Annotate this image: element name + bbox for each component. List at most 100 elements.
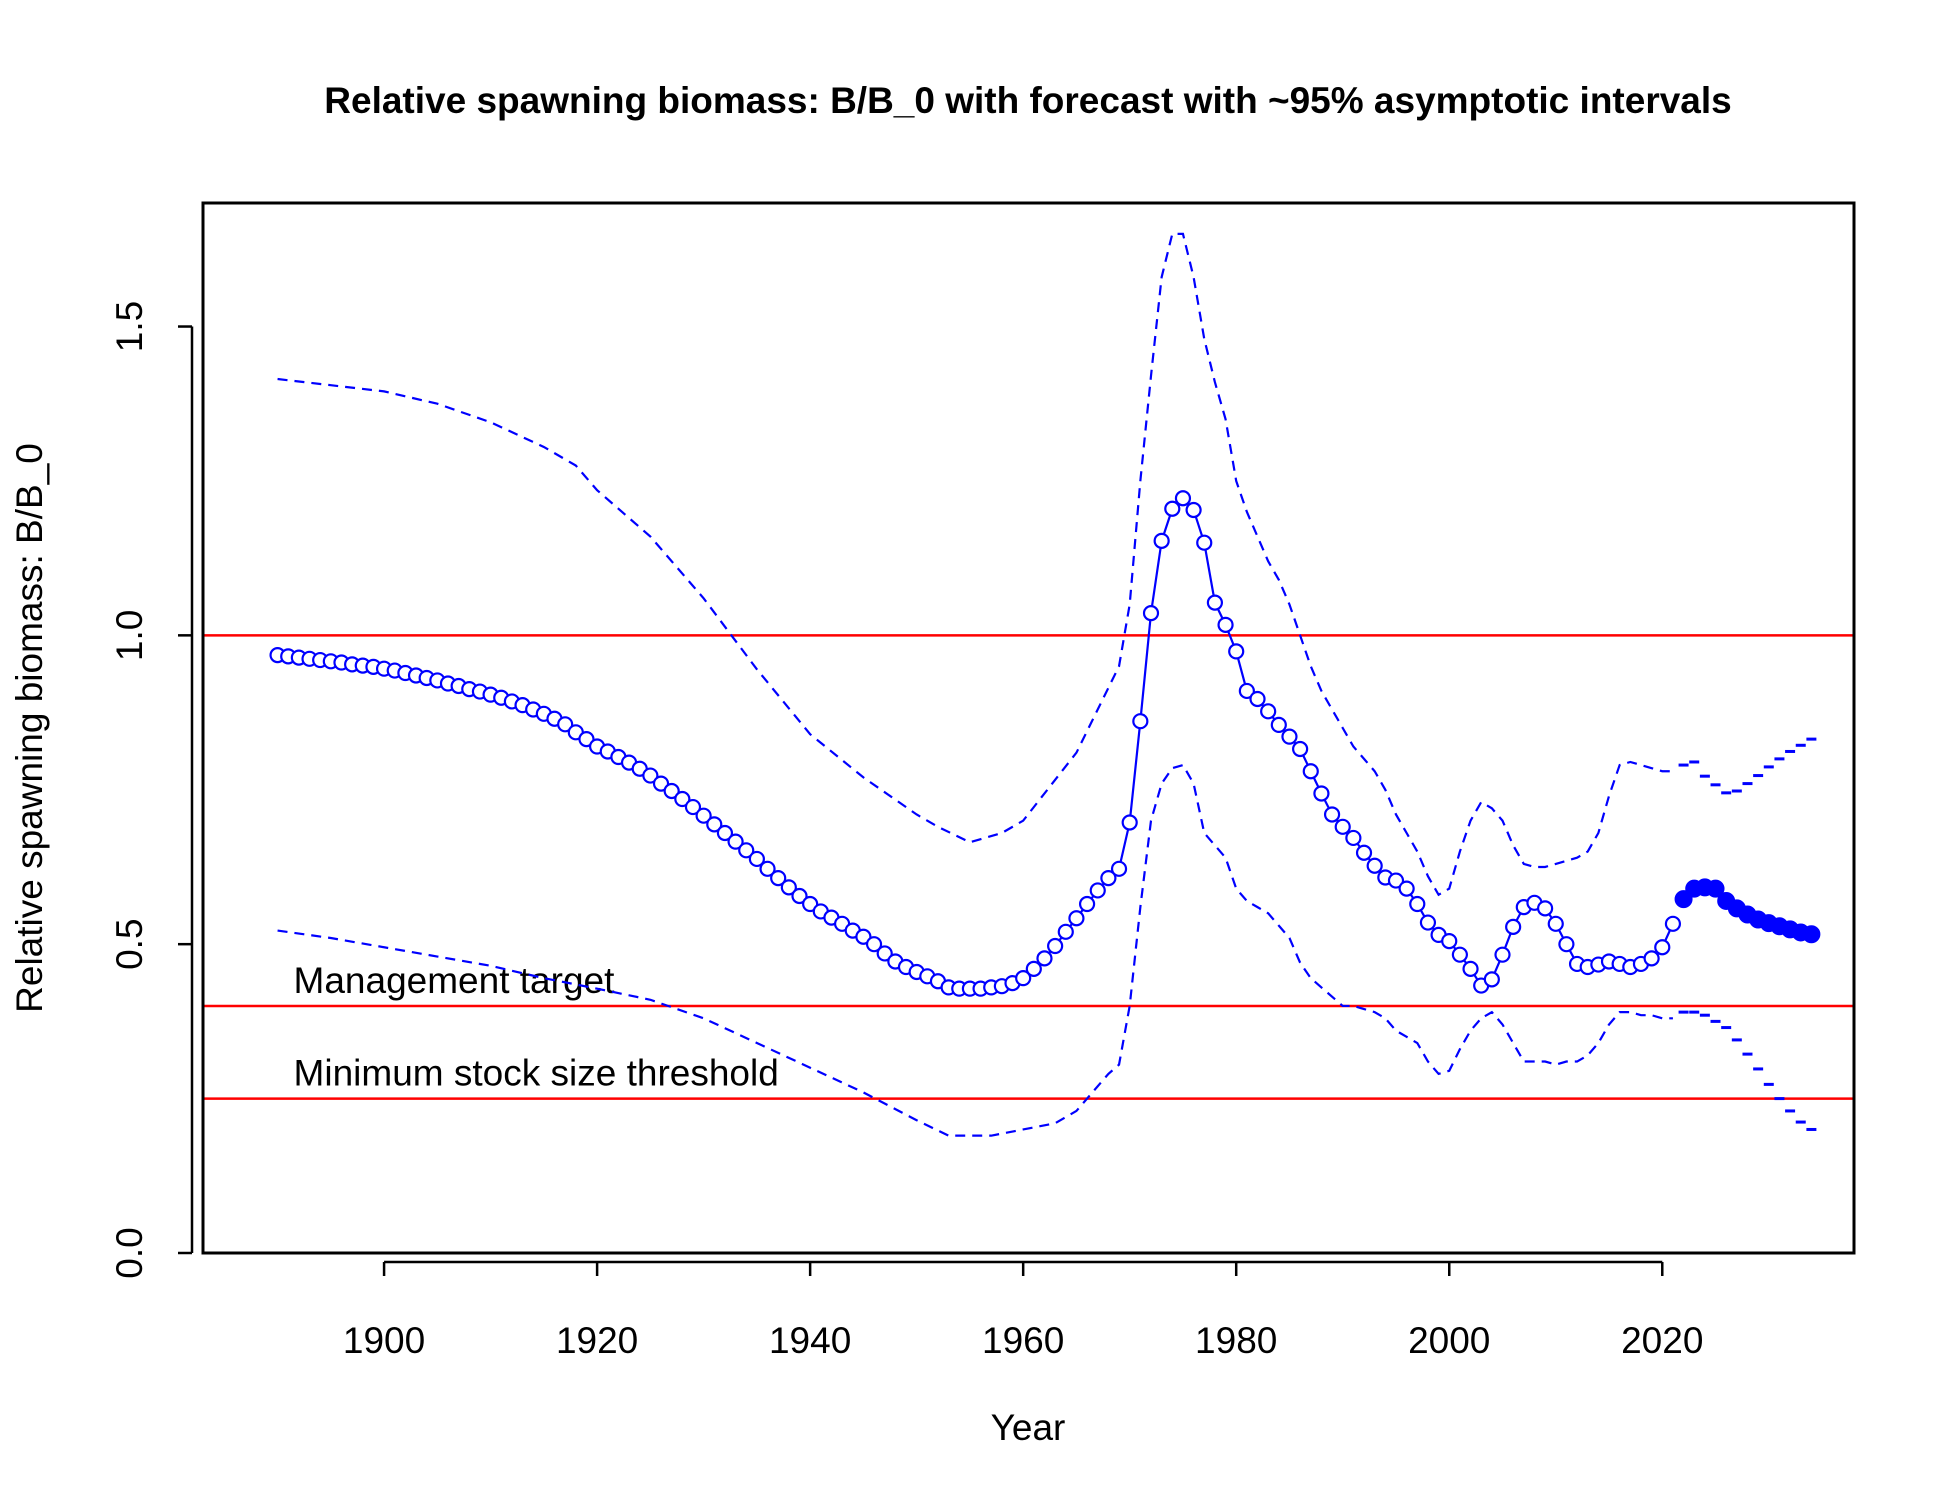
- data-point: [1302, 763, 1319, 780]
- y-tick-label: 1.0: [109, 610, 150, 661]
- series-4: [277, 763, 1673, 1137]
- x-tick-label: 1900: [343, 1320, 425, 1361]
- data-point: [738, 842, 755, 859]
- data-point: [1196, 534, 1213, 551]
- data-point: [727, 833, 744, 850]
- data-point: [1100, 869, 1117, 887]
- data-point: [578, 731, 595, 748]
- data-point: [1121, 814, 1138, 831]
- data-point: [1015, 970, 1032, 987]
- interval-line-2: [277, 232, 1673, 897]
- data-point: [1057, 923, 1074, 940]
- x-tick-label: 1940: [769, 1320, 851, 1361]
- x-tick-label: 1960: [982, 1320, 1064, 1361]
- data-point: [1323, 806, 1341, 823]
- data-point: [674, 790, 691, 808]
- data-point: [748, 850, 765, 868]
- data-point: [865, 936, 883, 953]
- x-tick-label: 2020: [1621, 1320, 1703, 1361]
- data-point: [663, 782, 680, 800]
- data-point: [876, 945, 893, 962]
- y-tick-label: 0.5: [109, 918, 150, 969]
- data-point: [1355, 844, 1373, 861]
- data-point: [1036, 950, 1053, 967]
- data-point: [1142, 605, 1160, 622]
- forecast-point: [1706, 879, 1725, 898]
- data-point: [1494, 946, 1511, 963]
- data-point: [1047, 937, 1064, 955]
- data-point: [1249, 690, 1266, 708]
- series-3: [1678, 737, 1817, 795]
- x-tick-label: 1980: [1195, 1320, 1277, 1361]
- data-point: [1110, 860, 1128, 877]
- data-point: [791, 887, 808, 905]
- y-axis: 0.0 0.5 1.0 1.5: [109, 301, 194, 1279]
- data-point: [1260, 703, 1277, 720]
- data-point: [770, 869, 787, 887]
- x-axis: 1900 1920 1940 1960 1980 2000 2020: [343, 1260, 1703, 1361]
- reference-label-1: Management target: [294, 960, 616, 1001]
- data-point: [780, 879, 797, 896]
- data-point: [1558, 936, 1575, 953]
- data-point: [716, 824, 734, 842]
- x-axis-label: Year: [991, 1407, 1066, 1448]
- data-point: [1654, 939, 1671, 956]
- data-point: [1409, 895, 1426, 913]
- y-tick-label: 1.5: [109, 301, 150, 352]
- data-point: [652, 775, 670, 792]
- data-point: [1025, 960, 1042, 977]
- data-point: [1451, 946, 1468, 963]
- data-point: [1089, 882, 1106, 899]
- data-point: [1505, 918, 1522, 935]
- data-point: [759, 860, 776, 877]
- data-point: [1206, 594, 1224, 611]
- data-point: [1441, 932, 1458, 950]
- series-2: [277, 232, 1673, 897]
- data-point: [1483, 971, 1500, 988]
- data-point: [695, 807, 712, 824]
- data-point: [706, 816, 723, 833]
- data-point: [1174, 490, 1192, 507]
- reference-lines: Management target Minimum stock size thre…: [203, 634, 1854, 1100]
- reference-label-2: Minimum stock size threshold: [294, 1053, 779, 1094]
- data-point: [1547, 915, 1564, 932]
- series-layer: [269, 232, 1821, 1137]
- data-point: [1537, 900, 1554, 917]
- interval-line-4: [277, 763, 1673, 1137]
- forecast-point: [1802, 925, 1821, 944]
- data-point: [1281, 728, 1298, 745]
- series-1: [1674, 878, 1821, 944]
- data-point: [1270, 716, 1287, 734]
- data-point: [1387, 872, 1405, 889]
- data-point: [557, 716, 574, 733]
- data-point: [1313, 785, 1330, 802]
- data-point: [1238, 682, 1255, 700]
- y-axis-label: Relative spawning biomass: B/B_0: [9, 443, 50, 1013]
- data-point: [1217, 616, 1234, 633]
- data-point: [1334, 818, 1351, 835]
- data-point: [642, 767, 659, 784]
- data-point: [1664, 915, 1682, 932]
- data-point: [1164, 500, 1181, 517]
- data-point: [1292, 740, 1309, 758]
- data-point: [1228, 643, 1245, 660]
- series-0: [269, 490, 1682, 997]
- data-point: [1345, 829, 1362, 847]
- x-tick-label: 1920: [556, 1320, 638, 1361]
- x-tick-label: 2000: [1408, 1320, 1490, 1361]
- series-5: [1678, 1010, 1817, 1131]
- data-point: [684, 798, 702, 816]
- y-tick-label: 0.0: [109, 1227, 150, 1278]
- data-point: [1132, 713, 1149, 730]
- chart-title: Relative spawning biomass: B/B_0 with fo…: [324, 80, 1731, 121]
- data-point: [1643, 950, 1660, 967]
- data-point: [1419, 914, 1437, 931]
- data-point: [1068, 910, 1085, 927]
- data-point: [802, 895, 819, 913]
- data-point: [1398, 880, 1415, 897]
- plot-frame: [201, 201, 1856, 1255]
- data-point: [1366, 857, 1383, 874]
- data-point: [1153, 532, 1170, 549]
